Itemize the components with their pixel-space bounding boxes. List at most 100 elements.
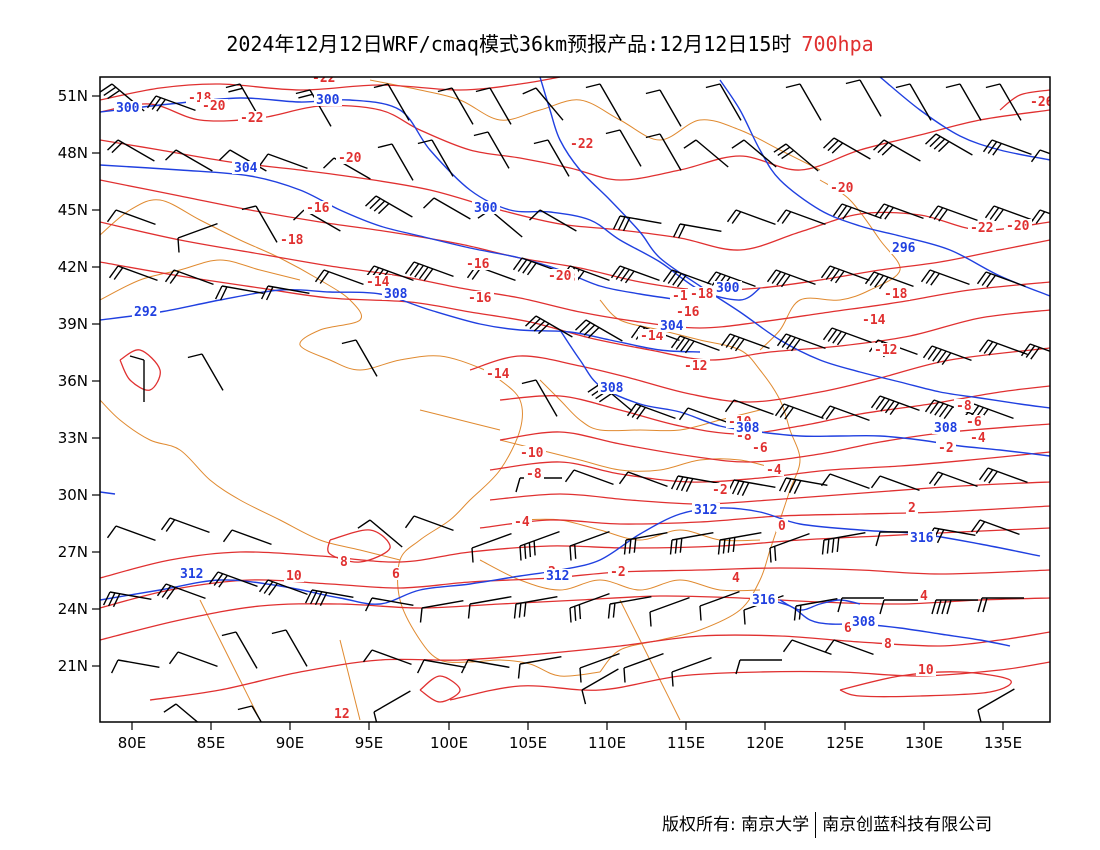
temperature-label-bg (1028, 95, 1050, 108)
temperature-isoline (100, 527, 1050, 579)
lat-tick-label: 42N (58, 258, 88, 276)
wind-barb (575, 319, 623, 342)
wind-barb (845, 79, 882, 117)
wind-barb (564, 469, 614, 486)
wind-barb (208, 571, 258, 588)
wind-barb (160, 517, 210, 534)
wind-barb (585, 83, 622, 121)
temperature-label: -12 (684, 359, 707, 374)
temperature-label-bg (918, 589, 930, 602)
wind-barb (177, 222, 218, 253)
wind-barb (928, 205, 978, 222)
temperature-label: 4 (920, 589, 928, 604)
plot-frame (99, 76, 1051, 723)
wind-barb (610, 265, 660, 284)
height-label: 300 (316, 93, 340, 108)
wind-barb (870, 475, 920, 492)
wind-barb (519, 530, 560, 561)
temperature-label: -18 (280, 233, 304, 248)
boundary-line (100, 259, 301, 301)
wind-barb (419, 600, 464, 623)
wind-barb (717, 532, 762, 555)
temperature-label: -2 (938, 441, 954, 456)
height-label: 308 (852, 615, 876, 630)
wind-barb (187, 353, 224, 391)
wind-barb (357, 519, 403, 548)
temperature-label-bg (968, 431, 988, 444)
temperature-label-bg (464, 257, 492, 270)
wind-barb (529, 209, 577, 232)
wind-barb (766, 269, 816, 288)
height-label: 304 (660, 319, 684, 334)
wind-barb (129, 355, 145, 402)
wind-barb (873, 139, 921, 162)
wind-barb (460, 659, 510, 674)
temperature-label-bg (512, 515, 532, 528)
wind-barb (982, 139, 1032, 156)
wind-barb (437, 87, 474, 125)
wind-barb (984, 205, 1034, 222)
height-label: 308 (736, 421, 760, 436)
wind-barb (720, 333, 770, 352)
wind-barb (467, 596, 512, 619)
temperature-label: -20 (1006, 219, 1030, 234)
boundary-line (339, 639, 361, 721)
wind-barb (569, 592, 610, 623)
lat-tick-label: 36N (58, 372, 88, 390)
height-label: 308 (934, 421, 958, 436)
height-label-bg (382, 287, 410, 300)
height-label-bg (734, 421, 762, 434)
wind-barb (102, 591, 152, 608)
temperature-label: 6 (844, 621, 852, 636)
wind-barb (241, 205, 278, 243)
height-isoline (779, 599, 861, 611)
lon-tick-label: 100E (430, 734, 468, 752)
temperature-label-bg (200, 99, 228, 112)
wind-barb (670, 475, 720, 493)
wind-barb (258, 153, 308, 170)
temperature-label-bg (304, 201, 332, 214)
height-isoline (100, 164, 681, 301)
wind-barb (837, 597, 884, 613)
height-label: 308 (384, 287, 408, 302)
wind-barb (522, 87, 564, 121)
height-isoline (539, 77, 1050, 409)
wind-barb (785, 83, 822, 121)
wind-barb (521, 379, 558, 417)
height-label: 300 (716, 281, 740, 296)
wind-barb (404, 261, 454, 282)
height-label-bg (114, 101, 142, 114)
wind-barb (364, 597, 414, 612)
boundary-line (100, 399, 401, 561)
wind-barb (295, 89, 332, 127)
wind-barb (605, 129, 642, 167)
wind-barb (475, 87, 512, 125)
footer: 版权所有: 南京大学 南京创蓝科技有限公司 (662, 810, 992, 838)
wind-barb (724, 399, 774, 416)
wind-barb (977, 597, 1024, 613)
title-text: 2024年12月12日WRF/cmaq模式36km预报产品:12月12日15时 (226, 32, 792, 56)
temperature-label: -2 (610, 565, 626, 580)
height-isoline (100, 491, 116, 495)
wind-barb (670, 335, 720, 354)
temperature-label: -20 (830, 181, 854, 196)
lon-tick-label: 105E (509, 734, 547, 752)
temperature-label-bg (284, 569, 304, 582)
height-label-bg (132, 305, 160, 318)
temperature-label: -6 (752, 441, 768, 456)
temperature-label-bg (238, 111, 266, 124)
temperature-label: -18 (884, 287, 908, 302)
wind-barb (1030, 149, 1050, 163)
wind-barb (146, 95, 196, 112)
wind-barb (569, 530, 610, 561)
longitude-axis: 80E 85E 90E 95E 100E 105E 110E 115E 120E 125E 130E… (118, 722, 1022, 752)
lon-tick-label: 110E (588, 734, 626, 752)
temperature-label-bg (916, 663, 936, 676)
footer-divider (815, 812, 817, 838)
wind-barb (416, 659, 466, 674)
temperature-label: -8 (526, 467, 542, 482)
temperature-label: -14 (486, 367, 510, 382)
height-label-bg (890, 241, 918, 254)
height-label: 292 (134, 305, 157, 320)
wind-barb (671, 656, 712, 687)
